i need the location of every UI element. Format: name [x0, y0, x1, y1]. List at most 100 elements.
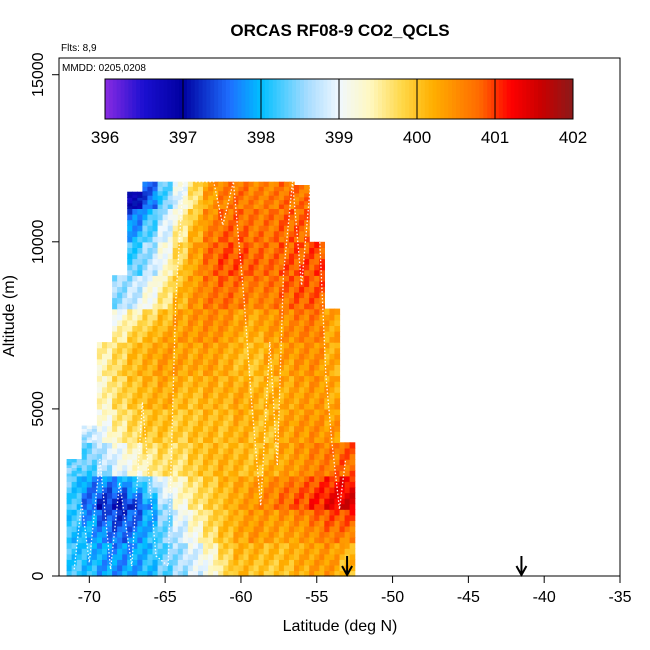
heatmap-cell [273, 492, 280, 499]
heatmap-cell [294, 531, 300, 538]
heatmap-cell [329, 453, 336, 460]
heatmap-cell [182, 225, 189, 232]
heatmap-cell [304, 570, 310, 577]
heatmap-cell [147, 420, 154, 427]
heatmap-cell [122, 392, 128, 399]
heatmap-cell [157, 181, 164, 187]
heatmap-cell [102, 481, 108, 488]
heatmap-cell [172, 442, 179, 449]
heatmap-cell [258, 186, 265, 192]
heatmap-cell [243, 195, 250, 201]
heatmap-cell [172, 392, 179, 399]
heatmap-cell [102, 436, 108, 443]
heatmap-cell [334, 436, 341, 443]
heatmap-cell [268, 330, 275, 338]
heatmap-cell [142, 392, 149, 399]
heatmap-cell [273, 186, 280, 192]
heatmap-cell [294, 570, 300, 577]
heatmap-cell [167, 564, 174, 572]
heatmap-cell [228, 258, 234, 265]
heatmap-cell [203, 264, 209, 271]
heatmap-cell [223, 509, 229, 516]
heatmap-cell [223, 481, 229, 488]
heatmap-cell [137, 537, 143, 544]
heatmap-cell [142, 447, 149, 455]
heatmap-cell [96, 397, 103, 404]
heatmap-cell [122, 475, 128, 482]
heatmap-cell [142, 492, 149, 499]
heatmap-cell [86, 436, 93, 441]
heatmap-cell [299, 403, 305, 410]
heatmap-cell [349, 447, 356, 455]
heatmap-cell [223, 219, 229, 226]
heatmap-cell [294, 247, 300, 254]
heatmap-cell [329, 314, 336, 321]
heatmap-cell [258, 247, 265, 254]
heatmap-cell [228, 264, 234, 271]
heatmap-cell [238, 291, 245, 299]
heatmap-cell [238, 486, 245, 494]
heatmap-cell [152, 269, 159, 276]
heatmap-cell [223, 553, 229, 560]
heatmap-cell [198, 414, 204, 421]
heatmap-cell [228, 275, 234, 282]
heatmap-cell [187, 525, 194, 533]
heatmap-cell [314, 252, 320, 260]
heatmap-cell [147, 464, 154, 471]
heatmap-cell [172, 498, 179, 505]
heatmap-cell [243, 397, 250, 404]
heatmap-cell [238, 425, 245, 432]
heatmap-cell [253, 236, 260, 243]
heatmap-cell [268, 514, 275, 521]
heatmap-cell [273, 203, 280, 209]
heatmap-cell [319, 503, 325, 510]
heatmap-cell [198, 525, 204, 533]
heatmap-cell [329, 498, 336, 505]
heatmap-cell [91, 553, 98, 560]
heatmap-cell [294, 403, 300, 410]
heatmap-cell [102, 358, 108, 365]
heatmap-cell [157, 258, 164, 265]
heatmap-cell [96, 525, 103, 533]
heatmap-cell [91, 542, 98, 549]
heatmap-cell [122, 537, 128, 544]
heatmap-cell [132, 286, 138, 293]
heatmap-cell [157, 459, 164, 466]
heatmap-cell [233, 386, 240, 393]
heatmap-cell [314, 375, 320, 382]
heatmap-cell [172, 420, 179, 427]
heatmap-cell [233, 436, 240, 443]
heatmap-cell [152, 364, 159, 371]
heatmap-cell [127, 548, 133, 555]
heatmap-cell [132, 269, 138, 276]
heatmap-cell [203, 431, 209, 438]
heatmap-cell [238, 420, 245, 427]
heatmap-cell [192, 208, 199, 215]
heatmap-cell [304, 369, 310, 377]
heatmap-cell [218, 236, 224, 243]
heatmap-cell [268, 336, 275, 343]
heatmap-cell [273, 347, 280, 354]
heatmap-cell [96, 442, 103, 449]
heatmap-cell [187, 364, 194, 371]
heatmap-cell [319, 264, 325, 271]
colorbar-segment [545, 79, 551, 119]
heatmap-cell [182, 353, 189, 360]
heatmap-cell [66, 498, 73, 505]
heatmap-cell [81, 436, 88, 441]
heatmap-cell [198, 392, 204, 399]
heatmap-cell [192, 308, 199, 315]
heatmap-cell [117, 542, 123, 549]
heatmap-cell [117, 369, 123, 377]
heatmap-cell [182, 447, 189, 455]
heatmap-cell [213, 225, 219, 232]
heatmap-cell [278, 208, 285, 215]
heatmap-cell [142, 258, 149, 265]
heatmap-cell [243, 186, 250, 192]
heatmap-cell [182, 241, 189, 248]
heatmap-cell [278, 492, 285, 499]
heatmap-cell [263, 203, 270, 209]
heatmap-cell [299, 475, 305, 482]
heatmap-cell [278, 531, 285, 538]
heatmap-cell [152, 319, 159, 326]
